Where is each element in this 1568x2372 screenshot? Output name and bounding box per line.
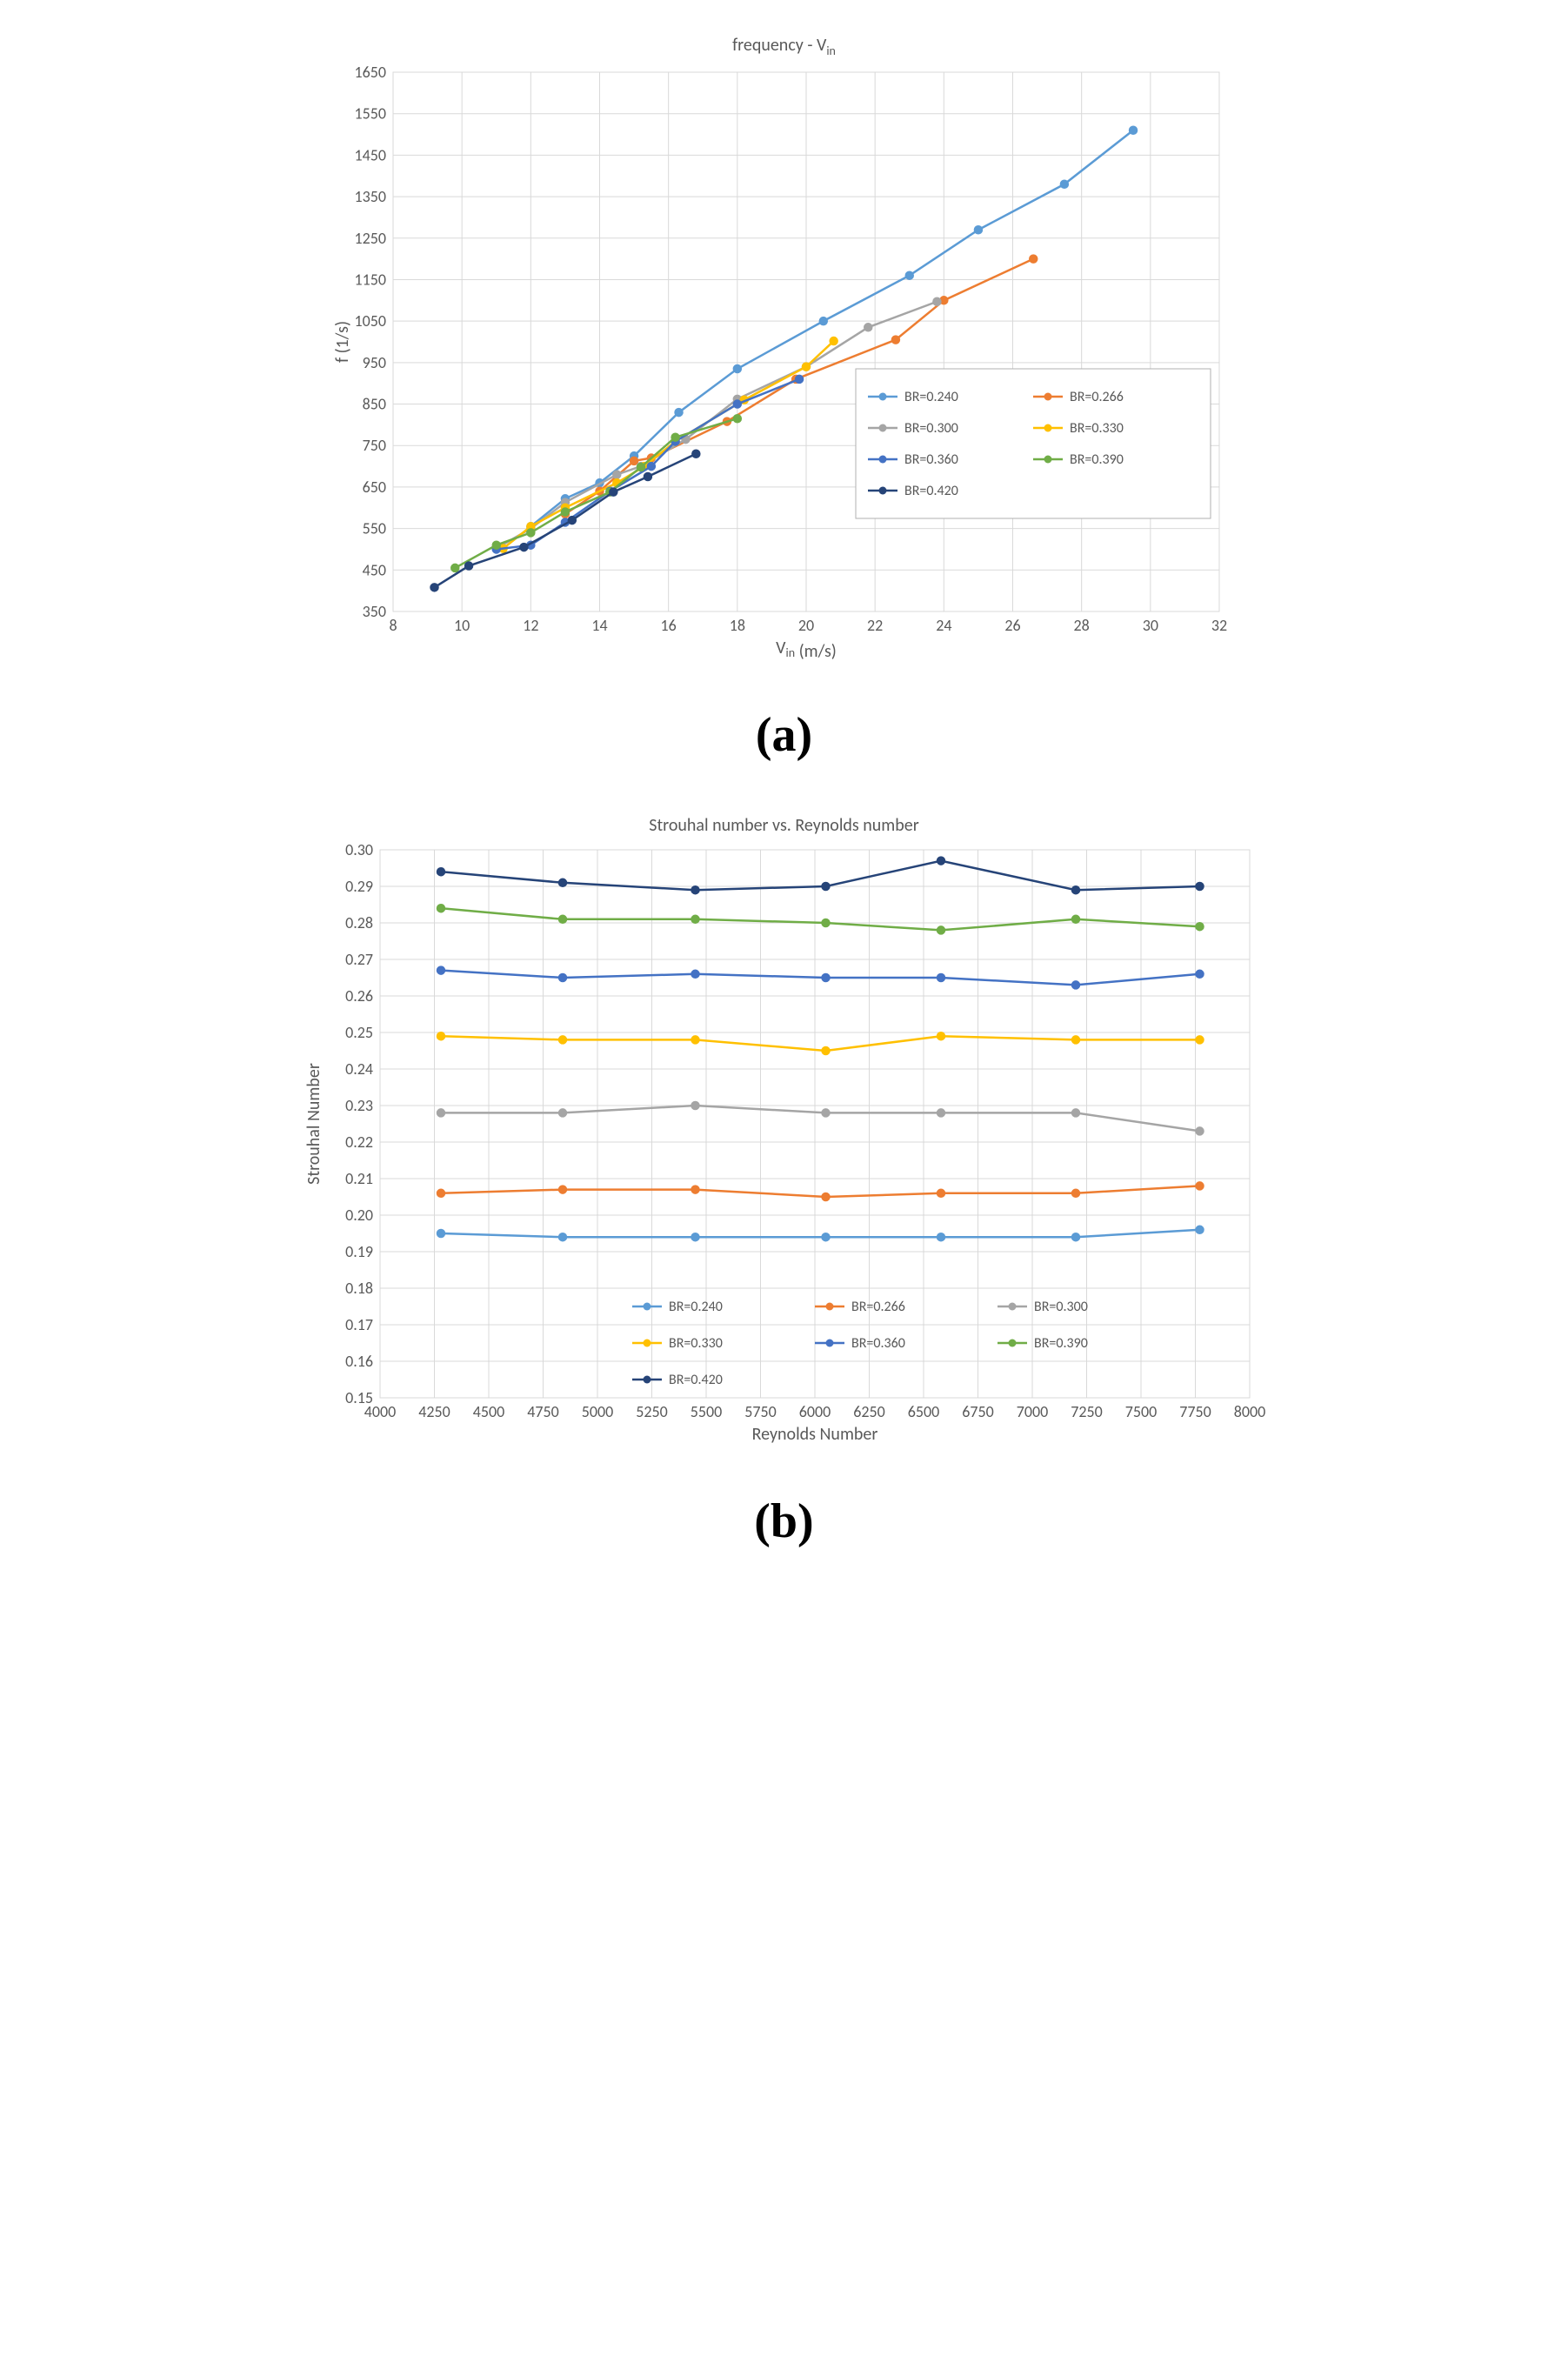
svg-text:0.28: 0.28 — [345, 913, 373, 932]
svg-text:BR=0.330: BR=0.330 — [669, 1335, 723, 1352]
svg-text:1050: 1050 — [354, 311, 386, 331]
chart-a-title: frequency - Vin — [332, 35, 1237, 58]
chart-a-block: frequency - Vin 8 10 12 14 16 18 20 22 24 26 28 30 3… — [332, 35, 1237, 664]
svg-text:0.20: 0.20 — [345, 1206, 373, 1225]
svg-text:BR=0.266: BR=0.266 — [851, 1299, 905, 1315]
svg-text:8000: 8000 — [1233, 1402, 1265, 1421]
svg-text:0.23: 0.23 — [345, 1096, 373, 1115]
svg-text:0.19: 0.19 — [345, 1242, 373, 1261]
svg-text:5000: 5000 — [581, 1402, 613, 1421]
svg-text:1450: 1450 — [354, 145, 386, 164]
svg-text:8: 8 — [389, 616, 397, 635]
svg-text:BR=0.360: BR=0.360 — [851, 1335, 905, 1352]
chart-a-svg: 8 10 12 14 16 18 20 22 24 26 28 30 32 350 450 550 650 750… — [332, 63, 1237, 664]
svg-text:6750: 6750 — [962, 1402, 994, 1421]
svg-text:7000: 7000 — [1016, 1402, 1048, 1421]
svg-text:350: 350 — [362, 602, 385, 621]
svg-text:0.15: 0.15 — [345, 1388, 373, 1407]
svg-text:18: 18 — [729, 616, 744, 635]
svg-text:1250: 1250 — [354, 229, 386, 248]
svg-text:0.25: 0.25 — [345, 1023, 373, 1042]
svg-text:5750: 5750 — [744, 1402, 777, 1421]
svg-text:BR=0.266: BR=0.266 — [1070, 389, 1124, 405]
svg-text:Vin (m/s): Vin (m/s) — [776, 638, 837, 662]
svg-text:BR=0.420: BR=0.420 — [669, 1372, 723, 1388]
svg-text:10: 10 — [454, 616, 470, 635]
svg-text:0.30: 0.30 — [345, 841, 373, 859]
svg-text:BR=0.390: BR=0.390 — [1070, 451, 1124, 468]
svg-text:6250: 6250 — [853, 1402, 885, 1421]
svg-text:0.21: 0.21 — [345, 1169, 373, 1188]
svg-text:550: 550 — [362, 519, 385, 538]
svg-text:0.16: 0.16 — [345, 1352, 373, 1371]
svg-text:850: 850 — [362, 395, 385, 414]
svg-text:BR=0.360: BR=0.360 — [904, 451, 958, 468]
svg-text:12: 12 — [523, 616, 538, 635]
svg-text:26: 26 — [1004, 616, 1020, 635]
svg-text:6500: 6500 — [907, 1402, 939, 1421]
svg-text:4750: 4750 — [527, 1402, 559, 1421]
svg-text:30: 30 — [1142, 616, 1158, 635]
svg-text:7500: 7500 — [1124, 1402, 1157, 1421]
svg-text:1650: 1650 — [354, 63, 386, 82]
svg-text:5250: 5250 — [636, 1402, 668, 1421]
svg-text:5500: 5500 — [690, 1402, 722, 1421]
svg-text:Reynolds Number: Reynolds Number — [751, 1424, 877, 1445]
svg-text:0.26: 0.26 — [345, 986, 373, 1006]
svg-text:7750: 7750 — [1179, 1402, 1211, 1421]
svg-text:0.18: 0.18 — [345, 1279, 373, 1298]
svg-text:6000: 6000 — [798, 1402, 831, 1421]
svg-text:32: 32 — [1211, 616, 1226, 635]
svg-text:BR=0.240: BR=0.240 — [904, 389, 958, 405]
svg-text:0.29: 0.29 — [345, 877, 373, 896]
svg-text:650: 650 — [362, 478, 385, 497]
svg-text:4500: 4500 — [472, 1402, 504, 1421]
svg-text:BR=0.240: BR=0.240 — [669, 1299, 723, 1315]
svg-text:BR=0.300: BR=0.300 — [904, 420, 958, 437]
svg-text:BR=0.300: BR=0.300 — [1034, 1299, 1088, 1315]
svg-text:0.17: 0.17 — [345, 1315, 373, 1334]
svg-text:Strouhal Number: Strouhal Number — [304, 1063, 324, 1185]
svg-text:450: 450 — [362, 560, 385, 579]
svg-text:BR=0.330: BR=0.330 — [1070, 420, 1124, 437]
svg-text:1550: 1550 — [354, 104, 386, 124]
svg-text:1350: 1350 — [354, 187, 386, 206]
chart-b-svg: 4000425045004750500052505500575060006250… — [302, 841, 1267, 1450]
svg-text:20: 20 — [797, 616, 813, 635]
subplot-label-a: (a) — [756, 707, 812, 763]
svg-text:28: 28 — [1073, 616, 1089, 635]
svg-text:f (1/s): f (1/s) — [332, 321, 353, 363]
svg-text:16: 16 — [660, 616, 676, 635]
svg-text:4250: 4250 — [418, 1402, 450, 1421]
svg-text:BR=0.420: BR=0.420 — [904, 483, 958, 499]
svg-text:0.22: 0.22 — [345, 1133, 373, 1152]
svg-text:1150: 1150 — [354, 270, 386, 289]
svg-text:0.24: 0.24 — [345, 1059, 373, 1079]
subplot-label-b: (b) — [754, 1493, 813, 1549]
svg-text:950: 950 — [362, 353, 385, 372]
svg-text:BR=0.390: BR=0.390 — [1034, 1335, 1088, 1352]
chart-b-title: Strouhal number vs. Reynolds number — [302, 815, 1267, 836]
svg-text:24: 24 — [936, 616, 951, 635]
svg-text:7250: 7250 — [1071, 1402, 1103, 1421]
svg-text:22: 22 — [867, 616, 883, 635]
svg-text:14: 14 — [591, 616, 607, 635]
svg-text:0.27: 0.27 — [345, 950, 373, 969]
chart-b-block: Strouhal number vs. Reynolds number 4000… — [302, 815, 1267, 1450]
svg-text:750: 750 — [362, 436, 385, 455]
